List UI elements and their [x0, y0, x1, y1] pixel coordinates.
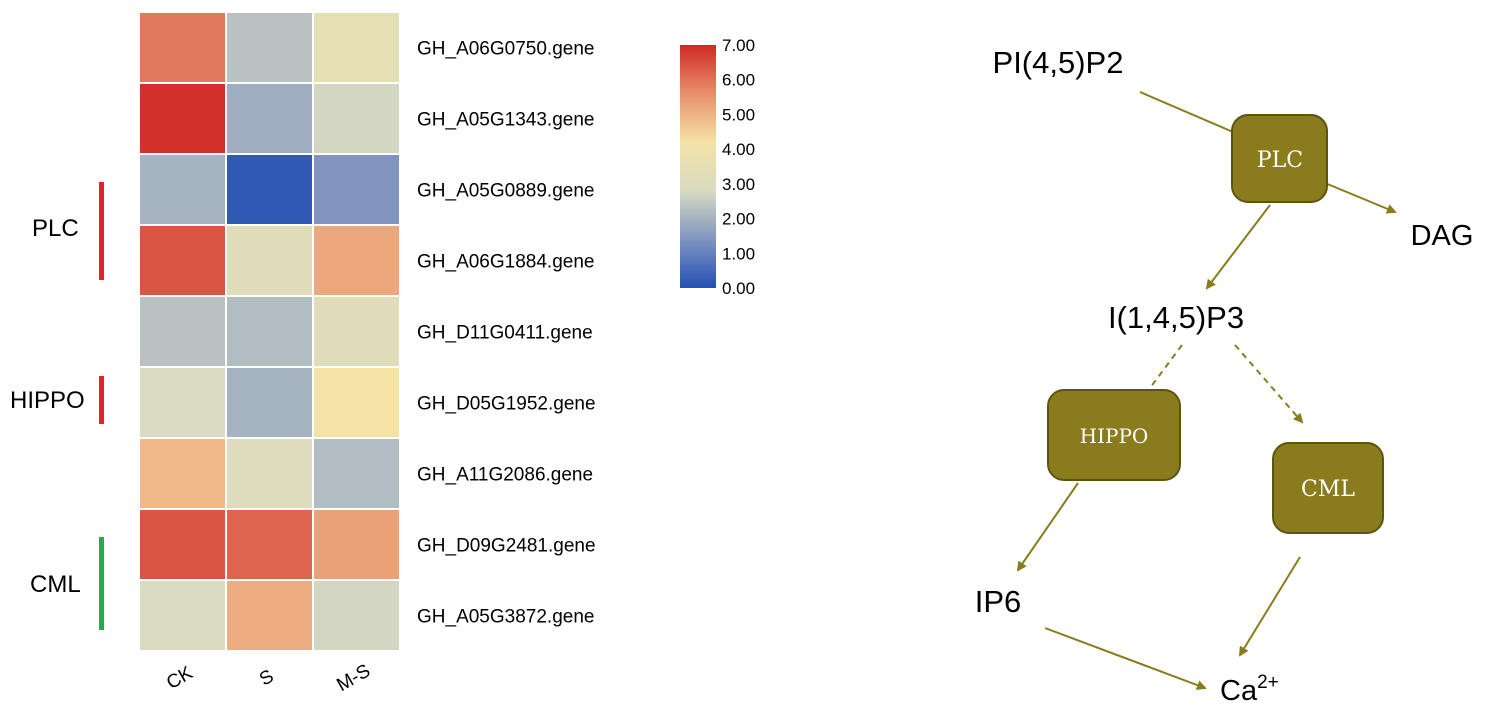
heatmap-row-label: GH_A11G2086.gene — [417, 465, 593, 486]
node-hippo-label: HIPPO — [1080, 424, 1149, 448]
heatmap-column-labels: CK S M-S — [163, 660, 374, 696]
color-legend-tick: 3.00 — [722, 175, 755, 194]
heatmap-group-annotations: PLC HIPPO CML — [10, 182, 104, 630]
edge-cml-ca — [1238, 556, 1301, 657]
edge-pip2-plc — [1139, 91, 1241, 136]
node-dag-label: DAG — [1411, 220, 1474, 252]
heatmap — [138, 11, 401, 652]
heatmap-cell — [312, 11, 401, 84]
group-label-plc: PLC — [32, 215, 79, 242]
color-legend-tick: 4.00 — [722, 140, 755, 159]
heatmap-cell — [225, 579, 314, 652]
heatmap-cell — [312, 82, 401, 155]
color-legend-tick: 5.00 — [722, 105, 755, 124]
edge-plc-dag — [1324, 182, 1397, 214]
heatmap-cell — [138, 224, 227, 297]
heatmap-cell — [138, 82, 227, 155]
color-legend-tick: 0.00 — [722, 279, 755, 298]
node-calcium-base: Ca — [1220, 675, 1258, 707]
edge-ip3-cml — [1234, 344, 1304, 424]
heatmap-row-label: GH_A05G1343.gene — [417, 110, 594, 131]
group-label-cml: CML — [30, 571, 81, 598]
node-plc-box — [1231, 114, 1328, 203]
node-pip2-label: PI(4,5)P2 — [993, 45, 1124, 80]
group-label-hippo: HIPPO — [10, 387, 85, 414]
heatmap-cell — [225, 82, 314, 155]
heatmap-row-label: GH_D09G2481.gene — [417, 536, 596, 557]
group-bar-hippo — [99, 376, 104, 424]
heatmap-column-label: CK — [163, 662, 197, 694]
heatmap-cell — [312, 224, 401, 297]
heatmap-cell — [225, 437, 314, 510]
heatmap-cell — [138, 366, 227, 439]
heatmap-cell — [138, 437, 227, 510]
heatmap-cell — [225, 295, 314, 368]
node-ip6-label: IP6 — [975, 584, 1022, 619]
heatmap-row-label: GH_D05G1952.gene — [417, 394, 596, 415]
heatmap-cell — [312, 153, 401, 226]
edge-plc-ip3 — [1205, 204, 1271, 290]
heatmap-cell — [138, 579, 227, 652]
node-calcium-superscript: 2+ — [1257, 672, 1279, 693]
node-calcium-label: Ca2+ — [1220, 672, 1279, 707]
heatmap-cell — [225, 366, 314, 439]
node-cml-label: CML — [1301, 477, 1355, 502]
color-legend-tick: 2.00 — [722, 210, 755, 229]
heatmap-cell — [225, 11, 314, 84]
color-legend: 7.00 6.00 5.00 4.00 3.00 2.00 1.00 0.00 — [680, 36, 755, 298]
heatmap-column-label: M-S — [333, 660, 374, 696]
color-legend-tick: 7.00 — [722, 36, 755, 55]
node-cml-box — [1272, 442, 1384, 534]
color-legend-bar — [680, 45, 716, 288]
heatmap-cell — [138, 508, 227, 581]
heatmap-cell — [312, 366, 401, 439]
heatmap-row-label: GH_A06G1884.gene — [417, 252, 594, 273]
heatmap-cell — [225, 153, 314, 226]
heatmap-row-label: GH_A05G0889.gene — [417, 181, 594, 202]
heatmap-cell — [312, 579, 401, 652]
heatmap-row-label: GH_A06G0750.gene — [417, 39, 594, 60]
heatmap-cell — [312, 295, 401, 368]
heatmap-cell — [225, 508, 314, 581]
heatmap-row-labels: GH_A06G0750.gene GH_A05G1343.gene GH_A05G0… — [417, 39, 596, 628]
node-ip3-label: I(1,4,5)P3 — [1108, 300, 1244, 335]
heatmap-cell — [312, 437, 401, 510]
group-bar-cml — [99, 537, 104, 630]
edge-hippo-ip6 — [1016, 482, 1079, 572]
heatmap-cell — [138, 11, 227, 84]
pathway-diagram: PI(4,5)P2 PLC DAG I(1,4,5)P3 HIPPO CML I… — [975, 45, 1474, 707]
color-legend-tick: 6.00 — [722, 71, 755, 90]
heatmap-column-label: S — [256, 666, 277, 691]
edge-ip3-hippo — [1149, 344, 1183, 389]
heatmap-cell — [312, 508, 401, 581]
heatmap-cell — [138, 153, 227, 226]
heatmap-row-label: GH_D11G0411.gene — [417, 323, 593, 344]
group-bar-plc — [99, 182, 104, 280]
color-legend-tick: 1.00 — [722, 244, 755, 263]
heatmap-row-label: GH_A05G3872.gene — [417, 607, 594, 628]
edge-ip6-ca — [1044, 627, 1207, 690]
node-hippo-box — [1047, 389, 1181, 481]
heatmap-cell — [138, 295, 227, 368]
heatmap-cell — [225, 224, 314, 297]
node-plc-label: PLC — [1257, 148, 1303, 173]
